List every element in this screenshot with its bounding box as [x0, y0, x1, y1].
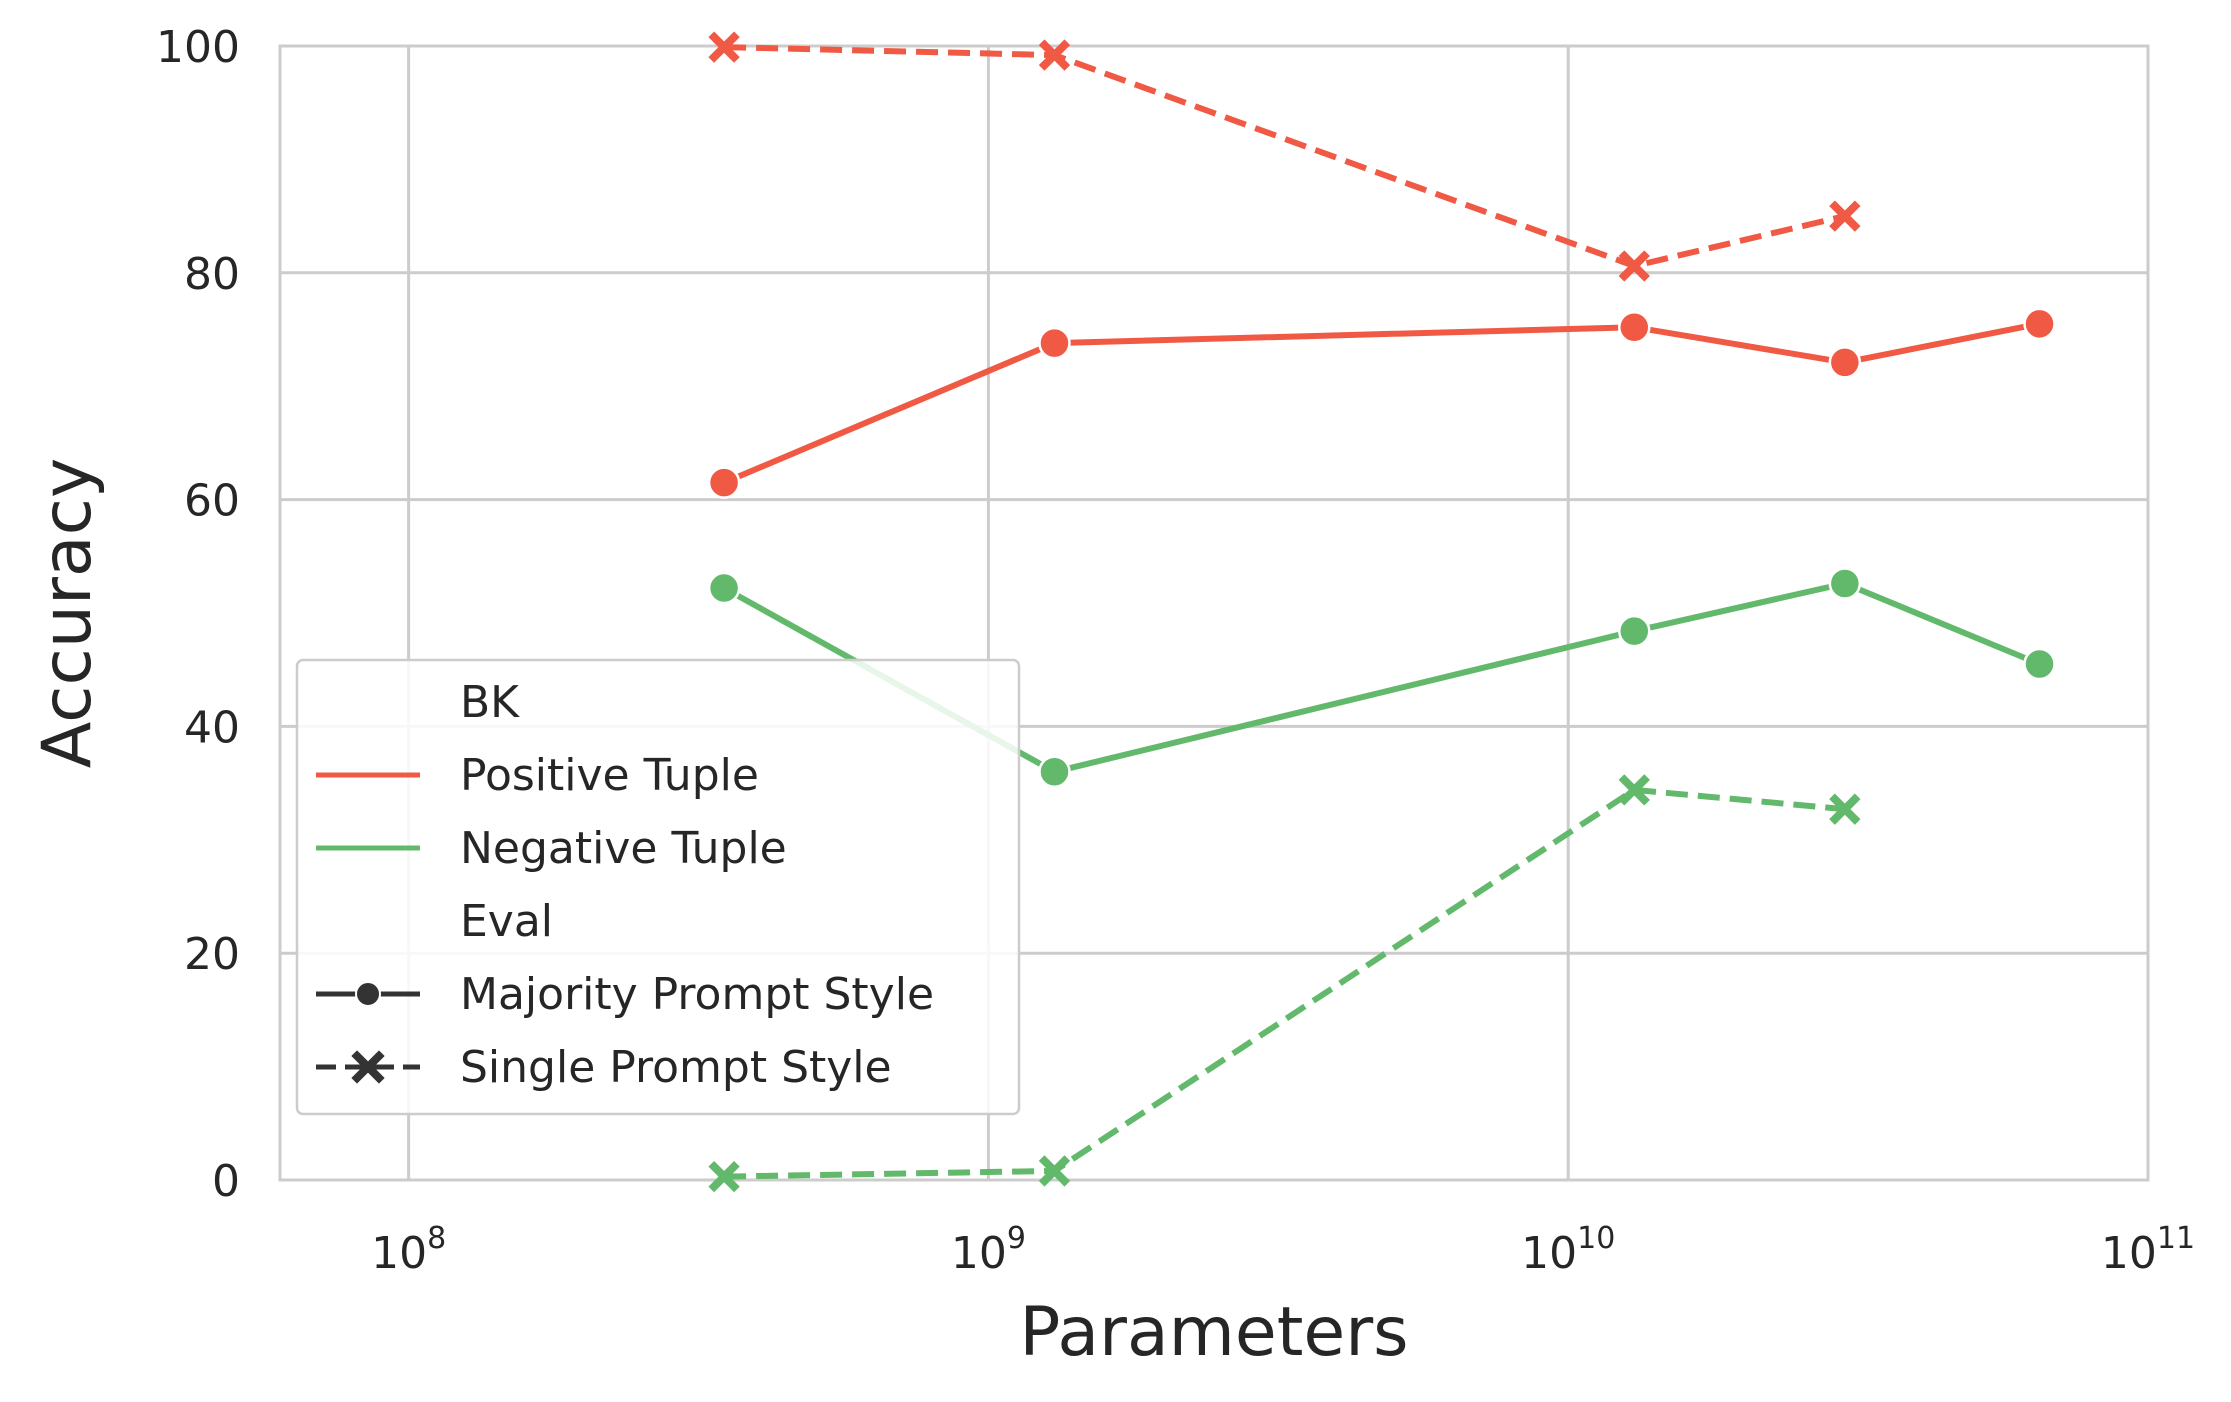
data-point-positive-tuple-single-prompt-style: [1618, 250, 1650, 282]
data-point-negative-tuple-majority-prompt-style: [1618, 614, 1651, 648]
legend-style-title: Eval: [460, 896, 553, 947]
legend-marker-single-prompt-style: [351, 1050, 385, 1084]
legend-box: [295, 658, 1021, 1116]
data-point-negative-tuple-single-prompt-style: [1038, 1155, 1071, 1187]
series-positive-tuple-majority-prompt-style: [707, 307, 2056, 499]
y-axis-title: Accuracy: [28, 458, 107, 768]
series-line-positive-tuple-single-prompt-style: [724, 44, 1846, 269]
legend: BK Positive Tuple Negative Tuple Eval Ma…: [295, 658, 1021, 1116]
data-point-negative-tuple-majority-prompt-style: [1828, 567, 1862, 600]
x-tick-label: 108: [371, 1221, 446, 1279]
x-axis-title: Parameters: [1019, 1293, 1408, 1372]
y-tick-label: 40: [184, 702, 240, 753]
legend-hue-title: BK: [460, 677, 520, 728]
data-point-negative-tuple-majority-prompt-style: [2023, 647, 2056, 681]
series-negative-tuple-single-prompt-style: [708, 774, 1861, 1193]
data-point-positive-tuple-single-prompt-style: [1038, 39, 1071, 71]
data-point-positive-tuple-majority-prompt-style: [1038, 326, 1071, 360]
legend-label-single-prompt-style: Single Prompt Style: [460, 1042, 892, 1093]
x-tick-label: 1010: [1521, 1221, 1615, 1279]
y-tick-label: 100: [156, 22, 240, 73]
x-tick-label: 1011: [2101, 1221, 2195, 1279]
data-point-negative-tuple-single-prompt-style: [1618, 774, 1650, 806]
data-point-negative-tuple-majority-prompt-style: [707, 571, 741, 605]
x-axis-ticks: 108 109 1010 1011: [371, 1221, 2195, 1279]
y-axis-ticks: 0 20 40 60 80 100: [156, 22, 240, 1207]
data-point-positive-tuple-majority-prompt-style: [1618, 310, 1651, 344]
series-positive-tuple-single-prompt-style: [708, 31, 1861, 282]
legend-label-majority-prompt-style: Majority Prompt Style: [460, 969, 934, 1020]
legend-label-negative-tuple: Negative Tuple: [460, 823, 787, 874]
data-point-positive-tuple-majority-prompt-style: [2023, 307, 2056, 341]
y-tick-label: 60: [184, 476, 240, 527]
y-tick-label: 20: [184, 929, 240, 980]
data-point-positive-tuple-majority-prompt-style: [707, 466, 741, 499]
data-point-positive-tuple-single-prompt-style: [1829, 200, 1861, 232]
data-point-negative-tuple-single-prompt-style: [1829, 793, 1861, 825]
series-line-negative-tuple-single-prompt-style: [724, 786, 1846, 1180]
x-tick-label: 109: [951, 1221, 1026, 1279]
data-point-negative-tuple-majority-prompt-style: [1038, 755, 1071, 789]
y-tick-label: 80: [184, 249, 240, 300]
data-point-positive-tuple-majority-prompt-style: [1828, 346, 1862, 379]
y-tick-label: 0: [212, 1156, 240, 1207]
data-point-negative-tuple-single-prompt-style: [708, 1160, 740, 1193]
plot-frame: [278, 44, 2150, 1182]
legend-label-positive-tuple: Positive Tuple: [460, 750, 759, 801]
data-point-positive-tuple-single-prompt-style: [708, 31, 740, 63]
legend-marker-majority-prompt-style: [355, 981, 381, 1007]
